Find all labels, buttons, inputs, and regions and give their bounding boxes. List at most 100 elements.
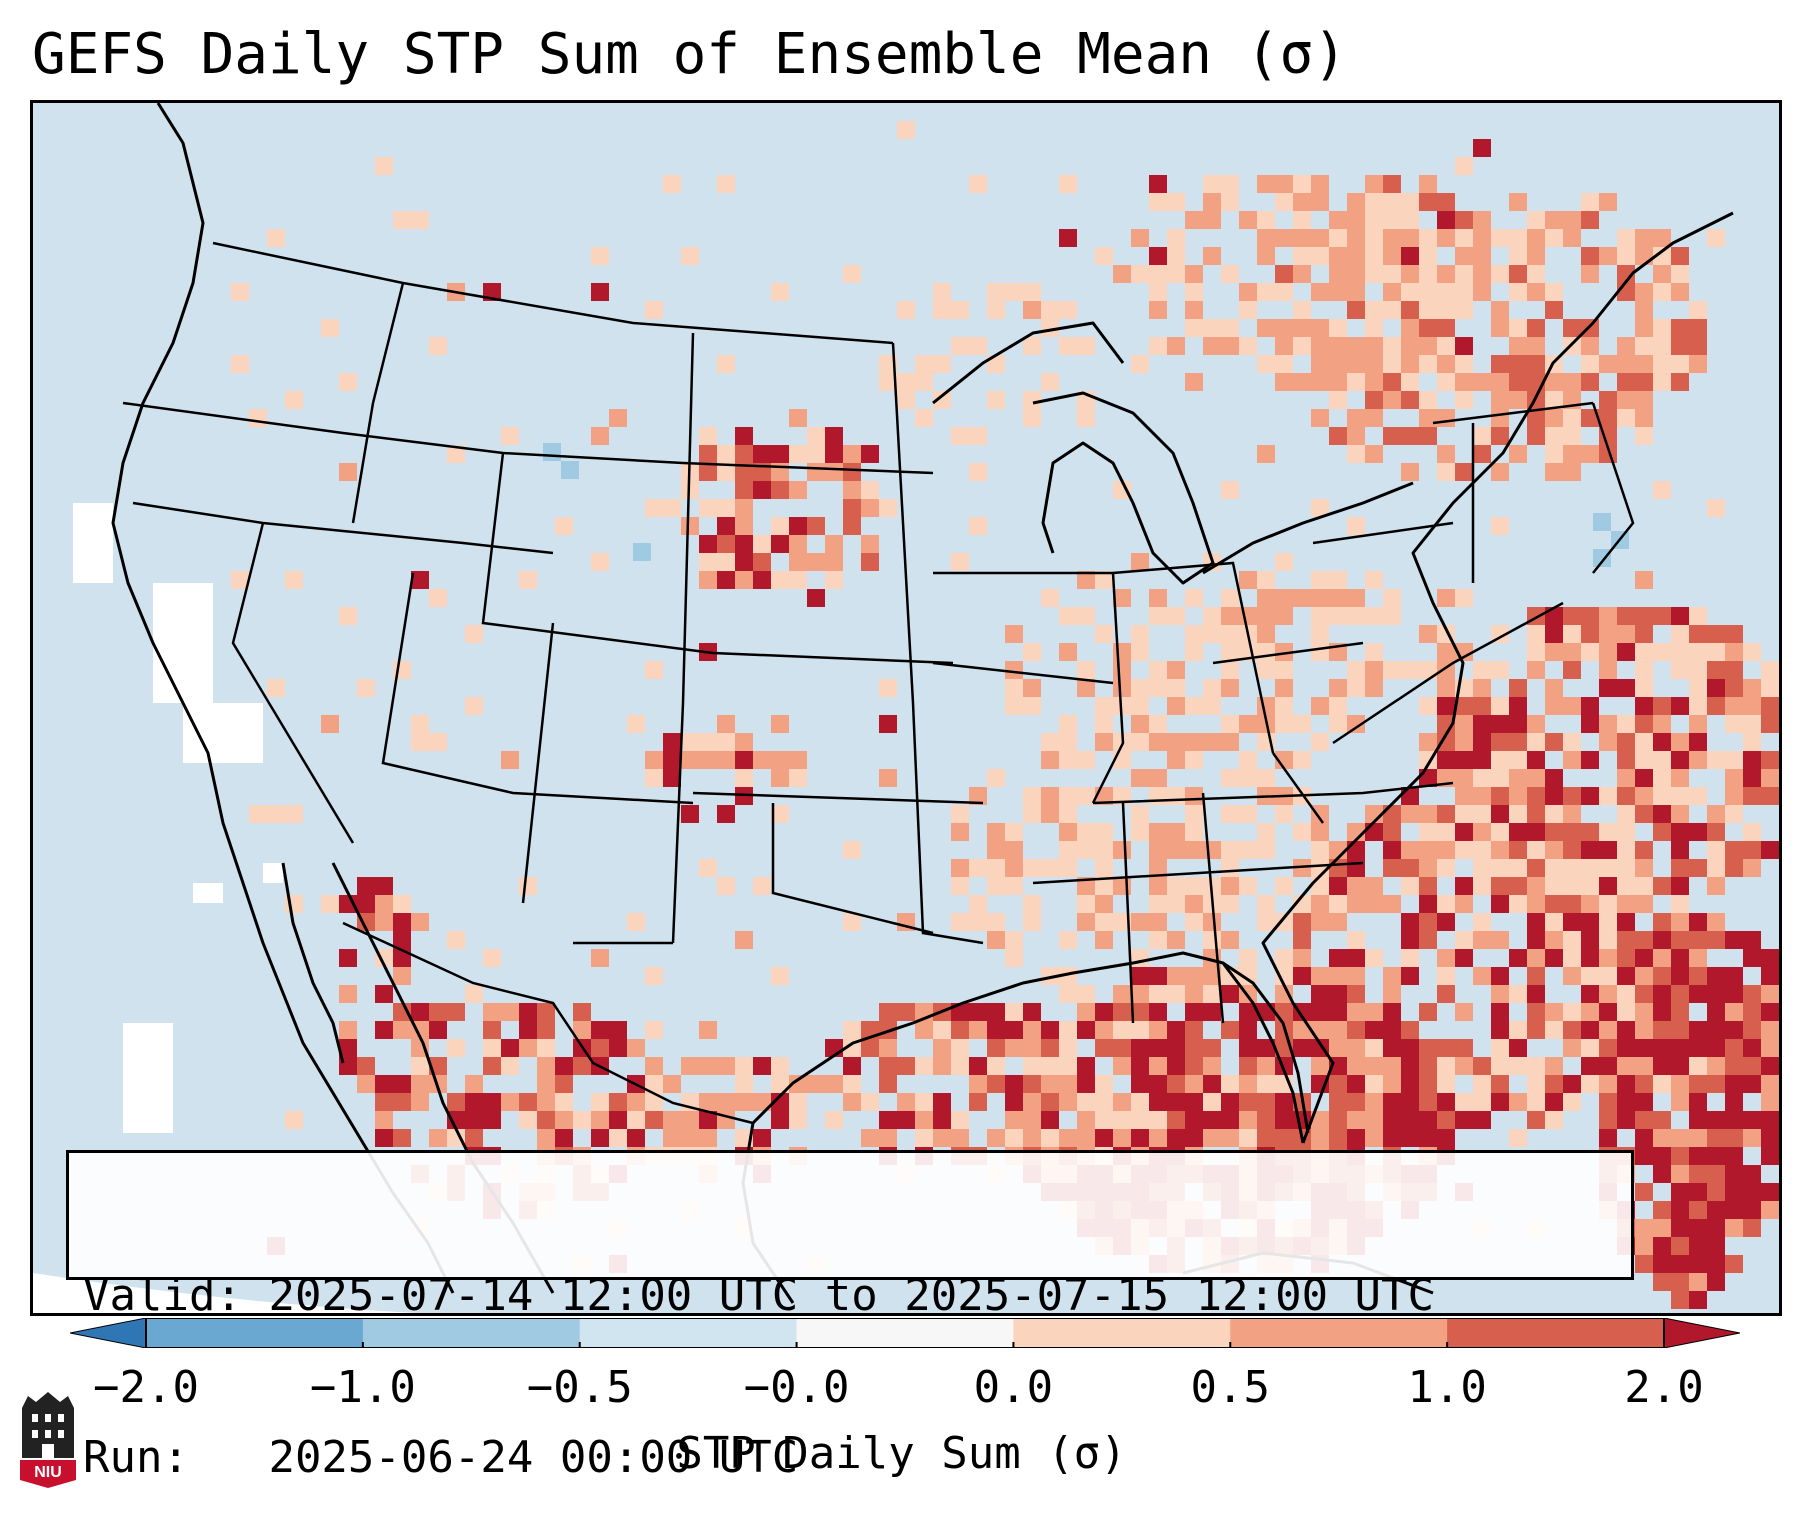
anomaly-cell xyxy=(987,769,1005,787)
anomaly-cell xyxy=(987,823,1005,841)
anomaly-cell xyxy=(1365,319,1383,337)
anomaly-cell xyxy=(1293,967,1311,985)
anomaly-cell xyxy=(1185,1021,1203,1039)
anomaly-cell xyxy=(1599,787,1617,805)
anomaly-cell xyxy=(1077,571,1095,589)
anomaly-cell xyxy=(1437,1039,1455,1057)
anomaly-cell xyxy=(1347,877,1365,895)
anomaly-cell xyxy=(1239,1057,1257,1075)
anomaly-cell xyxy=(249,805,267,823)
anomaly-cell xyxy=(1725,1183,1743,1201)
anomaly-cell xyxy=(933,283,951,301)
anomaly-cell xyxy=(1563,661,1581,679)
anomaly-cell xyxy=(843,1093,861,1111)
anomaly-cell xyxy=(1437,211,1455,229)
colorbar-tick-label: 1.0 xyxy=(1407,1362,1487,1413)
anomaly-cell xyxy=(1509,283,1527,301)
anomaly-cell xyxy=(1563,805,1581,823)
anomaly-cell xyxy=(717,463,735,481)
anomaly-cell xyxy=(1329,373,1347,391)
anomaly-cell xyxy=(789,769,807,787)
anomaly-cell xyxy=(1059,967,1077,985)
anomaly-cell xyxy=(1599,625,1617,643)
anomaly-cell xyxy=(1131,625,1149,643)
anomaly-cell xyxy=(1023,697,1041,715)
anomaly-cell xyxy=(1041,1057,1059,1075)
anomaly-cell xyxy=(987,1129,1005,1147)
anomaly-cell xyxy=(627,1039,645,1057)
anomaly-cell xyxy=(1491,355,1509,373)
anomaly-cell xyxy=(1221,841,1239,859)
anomaly-cell xyxy=(1653,1057,1671,1075)
anomaly-cell xyxy=(1671,373,1689,391)
anomaly-cell xyxy=(843,463,861,481)
anomaly-cell xyxy=(1653,697,1671,715)
anomaly-cell xyxy=(1473,841,1491,859)
anomaly-cell xyxy=(1149,985,1167,1003)
anomaly-cell xyxy=(807,1075,825,1093)
anomaly-cell xyxy=(1203,211,1221,229)
anomaly-cell xyxy=(1581,1057,1599,1075)
anomaly-cell xyxy=(789,445,807,463)
anomaly-cell xyxy=(1059,733,1077,751)
anomaly-cell xyxy=(1743,1165,1761,1183)
anomaly-cell xyxy=(1761,1183,1779,1201)
anomaly-cell xyxy=(1437,895,1455,913)
anomaly-cell xyxy=(411,715,429,733)
anomaly-cell xyxy=(465,1111,483,1129)
anomaly-cell xyxy=(1419,913,1437,931)
anomaly-cell xyxy=(1617,391,1635,409)
anomaly-cell xyxy=(555,1093,573,1111)
anomaly-cell xyxy=(1185,1111,1203,1129)
anomaly-cell xyxy=(843,499,861,517)
anomaly-cell xyxy=(1707,1111,1725,1129)
anomaly-cell xyxy=(1257,823,1275,841)
anomaly-cell xyxy=(1617,409,1635,427)
anomaly-cell xyxy=(1545,787,1563,805)
anomaly-cell xyxy=(735,427,753,445)
anomaly-cell xyxy=(825,553,843,571)
anomaly-cell xyxy=(735,535,753,553)
colorbar-tick-label: −0.5 xyxy=(526,1362,633,1413)
anomaly-cell xyxy=(933,355,951,373)
anomaly-cell xyxy=(1365,1039,1383,1057)
anomaly-cell xyxy=(1617,607,1635,625)
anomaly-cell xyxy=(1725,1093,1743,1111)
anomaly-cell xyxy=(1293,301,1311,319)
anomaly-cell xyxy=(1599,643,1617,661)
anomaly-cell xyxy=(1365,661,1383,679)
anomaly-cell xyxy=(1185,319,1203,337)
anomaly-cell xyxy=(753,535,771,553)
anomaly-cell xyxy=(1527,877,1545,895)
anomaly-cell xyxy=(1095,625,1113,643)
anomaly-cell xyxy=(1455,1093,1473,1111)
anomaly-cell xyxy=(1581,967,1599,985)
anomaly-cell xyxy=(1149,841,1167,859)
anomaly-cell xyxy=(1671,643,1689,661)
anomaly-cell xyxy=(1185,823,1203,841)
state-borders xyxy=(122,241,1635,1125)
anomaly-cell xyxy=(1401,931,1419,949)
anomaly-cell xyxy=(807,463,825,481)
anomaly-cell xyxy=(1761,1111,1779,1129)
anomaly-cell xyxy=(357,1057,375,1075)
anomaly-cell xyxy=(1167,967,1185,985)
anomaly-cell xyxy=(1185,913,1203,931)
anomaly-cell xyxy=(1185,211,1203,229)
anomaly-cell xyxy=(987,913,1005,931)
anomaly-cell xyxy=(1401,427,1419,445)
anomaly-cell xyxy=(1005,1093,1023,1111)
anomaly-cell xyxy=(1509,1057,1527,1075)
anomaly-cell xyxy=(1707,1219,1725,1237)
anomaly-cell xyxy=(1671,1021,1689,1039)
anomaly-cell xyxy=(1365,1003,1383,1021)
anomaly-cell xyxy=(1167,193,1185,211)
anomaly-cell xyxy=(1329,679,1347,697)
anomaly-cell xyxy=(771,805,789,823)
anomaly-cell xyxy=(1635,1021,1653,1039)
anomaly-cell xyxy=(1473,787,1491,805)
anomaly-cell xyxy=(1149,877,1167,895)
anomaly-cell xyxy=(519,571,537,589)
anomaly-cell xyxy=(1437,265,1455,283)
anomaly-cell xyxy=(1491,373,1509,391)
